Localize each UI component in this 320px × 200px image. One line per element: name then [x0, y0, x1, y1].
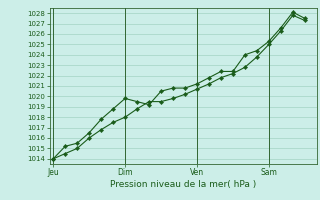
X-axis label: Pression niveau de la mer( hPa ): Pression niveau de la mer( hPa )	[110, 180, 256, 189]
